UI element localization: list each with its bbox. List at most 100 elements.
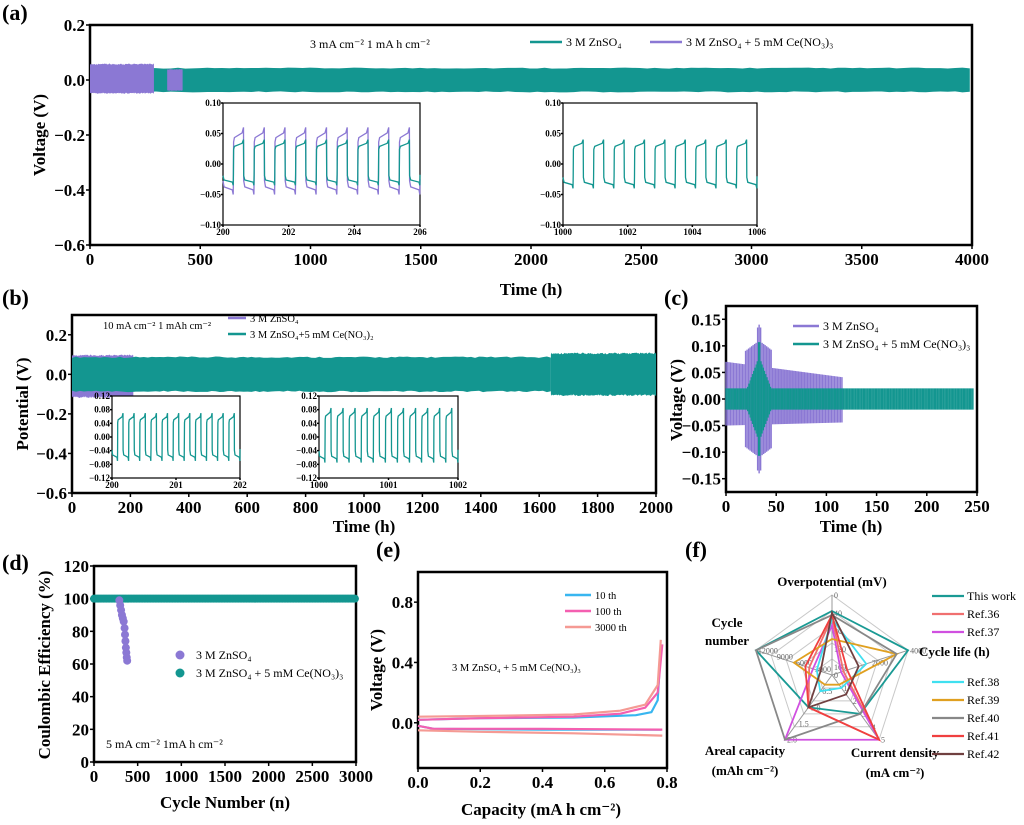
panel-label: (e) [376,537,400,562]
series-purple [115,596,132,665]
y-tick-label: 0.10 [691,337,721,356]
x-tick-label: 2500 [624,250,658,269]
series-purple-envelope-tail [167,69,183,91]
condition-annotation: 5 mA cm⁻² 1mA h cm⁻² [106,737,223,751]
panel-c: (c) 0 50 100 150 200 250 0.15 0.10 0.05 0.00 −0.05 −… [664,285,990,536]
radar-tick-label: 5 [881,736,885,745]
legend-label: Ref.42 [967,747,999,761]
series-100th-discharge [417,724,663,731]
series-teal-envelope-late [550,352,656,397]
legend-label: Ref.38 [967,675,999,689]
y-axis-label: Voltage (V) [30,94,49,176]
inset-series-teal [222,139,421,186]
y-axis-label: Coulombic Efficiency (%) [35,571,54,760]
legend-label-purple: 3 M ZnSO₄ [196,648,252,662]
y-tick-label: −0.08 [89,459,110,469]
x-tick-label: 206 [413,227,427,237]
x-tick-label: 0.4 [532,773,554,792]
radar-tick-label: 2 [853,697,857,706]
y-tick-label: −0.08 [296,459,317,469]
inset-series-teal [562,139,758,189]
y-tick-label: 0.04 [301,418,317,428]
radar-series-ref38 [815,617,868,693]
radar-tick-label: 1.5 [799,720,809,729]
y-tick-label: −0.12 [89,473,110,483]
x-tick-label: 1200 [405,498,439,517]
x-tick-label: 3000 [735,250,769,269]
series-teal-envelope [72,356,551,393]
inset-bg [563,103,757,225]
x-tick-label: 1000 [294,250,328,269]
legend-item-2-label: 3000 th [595,623,628,634]
x-tick-label: 4000 [955,250,989,269]
legend-label: Ref.40 [967,711,999,725]
radar-tick-label: 1 [843,684,847,693]
x-tick-label: 1600 [522,498,556,517]
x-tick-label: 600 [234,498,260,517]
x-axis-label: Time (h) [500,280,563,299]
legend-marker-purple [175,650,185,660]
y-tick-label: 0.0 [64,71,85,90]
x-tick-label: 201 [169,480,183,490]
x-tick-label: 150 [864,497,890,516]
radar-axis-label-current-density: Current density [851,745,940,760]
y-tick-label: 0.08 [301,405,317,415]
condition-annotation: 10 mA cm⁻² 1 mAh cm⁻² [103,321,211,332]
x-tick-label: 0.0 [407,773,428,792]
legend-item-0-label: 10 th [595,591,617,602]
radar-axis-label-current-density-unit: (mA cm⁻²) [866,765,925,780]
legend-label: Ref.41 [967,729,999,743]
purple-point [123,656,132,665]
x-tick-label: 1002 [449,480,468,490]
y-tick-label: 0.00 [691,390,721,409]
y-tick-label: 60 [72,655,89,674]
radar-tick-label: 6000 [796,659,812,668]
y-tick-label: −0.2 [54,126,85,145]
x-tick-label: 0 [68,498,77,517]
y-tick-label: −0.05 [682,417,721,436]
x-tick-label: 400 [176,498,202,517]
x-tick-label: 0.6 [594,773,615,792]
legend-item-teal-label: 3 M ZnSO₄ + 5 mM Ce(NO₃)₃ [823,337,970,351]
radar-series-ref42 [807,609,860,709]
y-tick-label: 0.4 [392,653,414,672]
plot-frame [88,23,974,247]
y-tick-label: −0.2 [36,405,67,424]
x-tick-label: 0 [86,250,95,269]
x-tick-label: 1400 [464,498,498,517]
teal-point [350,594,359,603]
y-tick-label: 0.10 [545,98,561,108]
panel-label: (f) [685,537,707,562]
x-tick-label: 50 [768,497,785,516]
y-tick-label: 0.05 [205,129,221,139]
x-tick-label: 1000 [554,227,573,237]
y-tick-label: −0.12 [296,473,317,483]
x-axis-label: Time (h) [820,517,883,536]
y-tick-label: 0.05 [691,363,721,382]
y-tick-label: 0.12 [301,391,317,401]
x-tick-label: 3000 [339,767,373,786]
x-tick-label: 1500 [404,250,438,269]
series-teal [725,342,974,456]
y-tick-label: 0.04 [94,418,110,428]
y-tick-label: 0.00 [301,432,317,442]
inset-series-teal [318,407,459,463]
x-tick-label: 202 [233,480,247,490]
radar-axis-label-overpotential: Overpotential (mV) [777,574,886,589]
y-tick-label: 20 [72,720,89,739]
radar-tick-label: 80 [834,627,842,636]
y-tick-label: −0.6 [54,236,85,255]
inset-bg [223,103,420,225]
inset-series-teal [111,412,241,461]
x-axis-label: Capacity (mA h cm⁻²) [461,800,621,819]
x-tick-label: 1000 [347,498,381,517]
y-tick-label: 0.12 [94,391,110,401]
y-tick-label: 0 [81,753,90,772]
y-tick-label: 0.00 [205,159,221,169]
panel-label: (c) [664,285,688,310]
y-tick-label: 0.10 [205,98,221,108]
condition-annotation: 3 M ZnSO₄ + 5 mM Ce(NO₃)₃ [452,663,581,674]
y-axis-label: Potential (V) [13,357,32,450]
y-tick-label: −0.04 [296,446,317,456]
radar-tick-label: 4000 [910,646,926,655]
